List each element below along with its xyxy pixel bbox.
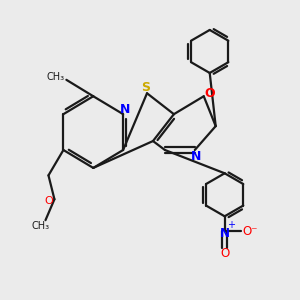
Text: N: N [191, 150, 202, 163]
Text: CH₃: CH₃ [47, 72, 65, 82]
Text: O: O [204, 87, 215, 100]
Text: S: S [141, 81, 150, 94]
Text: O⁻: O⁻ [242, 225, 258, 238]
Text: O: O [45, 196, 53, 206]
Text: N: N [119, 103, 130, 116]
Text: N: N [220, 227, 230, 240]
Text: CH₃: CH₃ [32, 221, 50, 231]
Text: O: O [220, 247, 229, 260]
Text: +: + [227, 220, 235, 230]
